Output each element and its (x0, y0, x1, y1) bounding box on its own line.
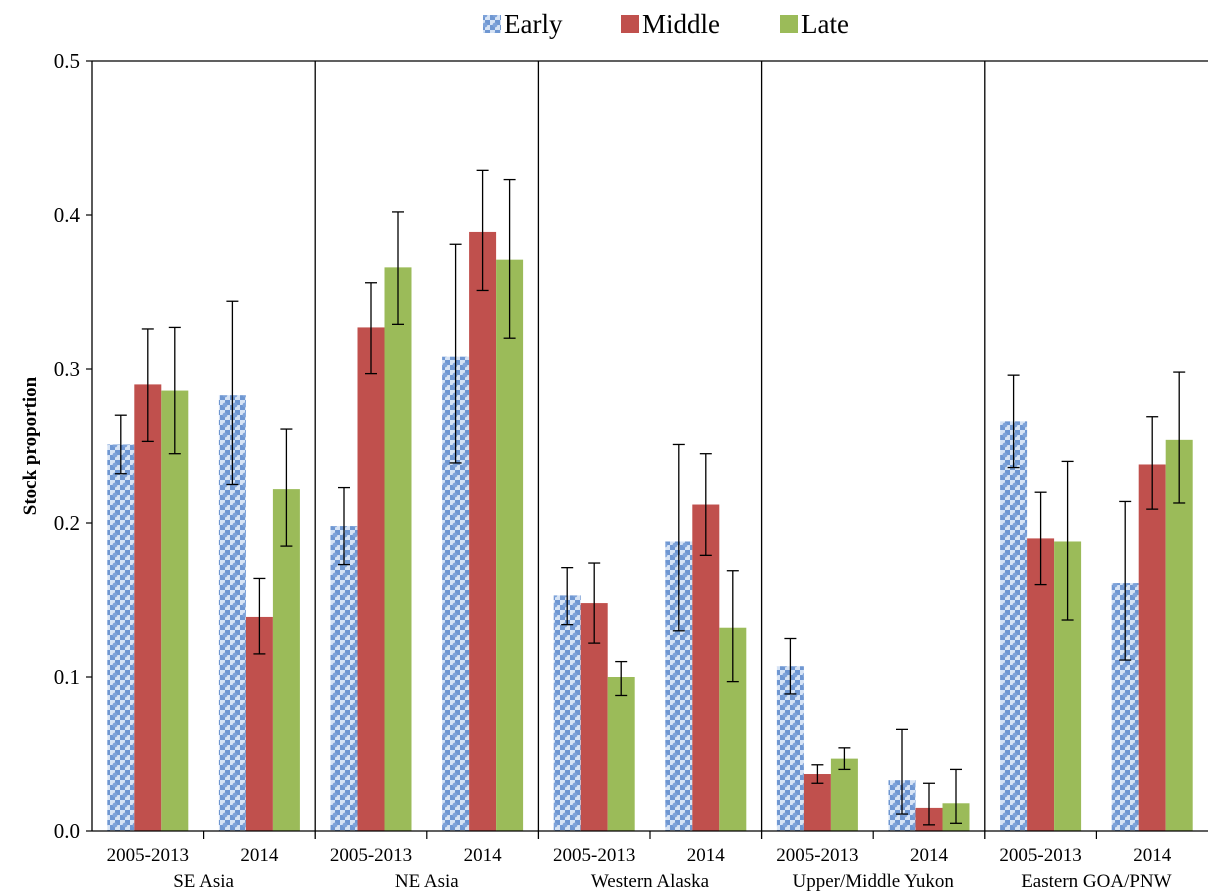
y-axis-label: Stock proportion (20, 376, 41, 515)
bar-late (496, 259, 524, 831)
x-tick-label: 2005-2013 (776, 845, 858, 866)
bar-middle (1027, 538, 1055, 831)
x-tick-label: 2005-2013 (553, 845, 635, 866)
legend-label-early: Early (504, 9, 563, 39)
y-tick-label: 0.1 (54, 665, 80, 689)
bar-middle (134, 384, 162, 831)
x-tick-label: 2014 (240, 845, 279, 866)
bar-late (607, 677, 635, 831)
x-tick-label: 2005-2013 (107, 845, 189, 866)
bar-early (1000, 421, 1028, 831)
y-tick-label: 0.5 (54, 49, 80, 73)
bar-middle (692, 504, 720, 831)
legend: Early Middle Late (483, 9, 849, 39)
y-tick-label: 0.2 (54, 511, 80, 535)
y-tick-label: 0.0 (54, 819, 80, 843)
bar-middle (469, 231, 497, 831)
x-tick-label: 2014 (464, 845, 503, 866)
bar-middle (1138, 464, 1166, 831)
legend-swatch-middle (621, 15, 639, 33)
group-label: NE Asia (395, 871, 459, 892)
plot-area: 0.0 0.1 0.2 0.3 0.4 0.5 2005-2013 2014 SE Asia 20… (54, 49, 1208, 892)
bar-early (553, 595, 581, 831)
bar-late (384, 267, 412, 831)
bar-late (830, 758, 858, 831)
legend-label-middle: Middle (642, 9, 720, 39)
bar-late (1165, 439, 1193, 831)
x-tick-label: 2005-2013 (999, 845, 1081, 866)
group-label: SE Asia (173, 871, 234, 892)
group-label: Western Alaska (591, 871, 710, 892)
x-tick-label: 2014 (687, 845, 726, 866)
y-tick-label: 0.3 (54, 357, 80, 381)
group-label: Eastern GOA/PNW (1021, 871, 1171, 892)
x-tick-label: 2014 (910, 845, 949, 866)
legend-label-late: Late (801, 9, 849, 39)
bar-late (161, 390, 189, 831)
x-tick-label: 2005-2013 (330, 845, 412, 866)
x-tick-label: 2014 (1133, 845, 1172, 866)
bar-early (330, 526, 358, 831)
legend-swatch-early (483, 15, 501, 33)
bar-early (107, 444, 135, 831)
group-label: Upper/Middle Yukon (793, 871, 955, 892)
bar-middle (357, 327, 385, 831)
legend-swatch-late (780, 15, 798, 33)
y-tick-label: 0.4 (54, 203, 81, 227)
